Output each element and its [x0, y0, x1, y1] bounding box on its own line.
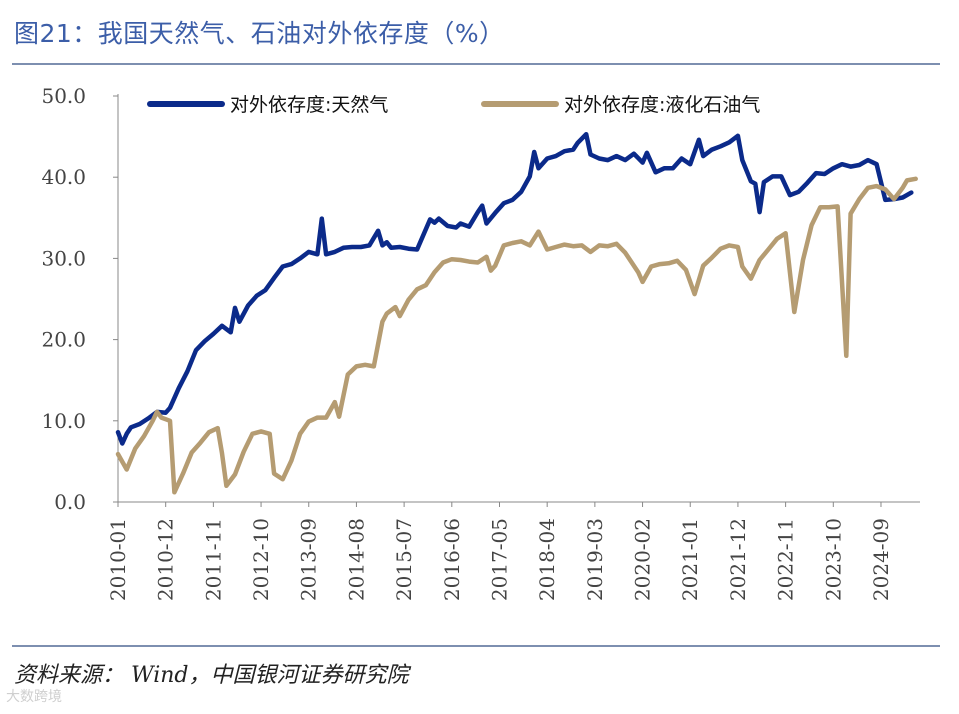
- series-line-gas: [115, 131, 914, 446]
- x-tick-label: 2013-09: [297, 518, 321, 601]
- source-note: 资料来源： Wind，中国银河证券研究院: [14, 663, 409, 688]
- series-line-lpg: [115, 176, 918, 495]
- y-tick-label: 0.0: [54, 490, 86, 514]
- x-tick-label: 2012-10: [249, 518, 273, 601]
- legend-label-gas: 对外依存度:天然气: [230, 94, 388, 116]
- x-tick-label: 2021-12: [726, 518, 750, 601]
- x-tick-label: 2010-12: [154, 518, 178, 601]
- chart-canvas: 0.0 10.0 20.0 30.0 40.0 50.0 2010-01 2010-12 201…: [41, 84, 920, 601]
- chart-title: 图21：我国天然气、石油对外依存度（%）: [14, 19, 505, 48]
- chart-axes: 0.0 10.0 20.0 30.0 40.0 50.0 2010-01 2010-12 201…: [41, 84, 920, 601]
- x-tick-label: 2020-02: [631, 518, 655, 601]
- x-tick-label: 2017-05: [487, 518, 511, 601]
- x-tick-label: 2019-03: [583, 518, 607, 601]
- bottom-divider: [12, 645, 940, 647]
- y-tick-label: 40.0: [41, 165, 86, 189]
- x-tick-label: 2023-10: [821, 518, 845, 601]
- x-tick-label: 2014-08: [344, 518, 368, 601]
- chart-legend: 对外依存度:天然气 对外依存度:液化石油气: [147, 94, 760, 116]
- y-tick-label: 10.0: [41, 409, 86, 433]
- x-tick-label: 2016-06: [440, 518, 464, 601]
- y-tick-label: 50.0: [41, 84, 86, 108]
- top-divider: [12, 63, 940, 65]
- y-tick-label: 30.0: [41, 246, 86, 270]
- x-tick-label: 2021-01: [678, 518, 702, 601]
- x-tick-label: 2024-09: [869, 518, 893, 601]
- legend-label-lpg: 对外依存度:液化石油气: [564, 94, 760, 116]
- y-tick-label: 20.0: [41, 328, 86, 352]
- x-tick-label: 2010-01: [106, 518, 130, 601]
- x-tick-label: 2018-04: [535, 518, 559, 601]
- x-tick-label: 2022-11: [774, 518, 798, 601]
- watermark-logo: 大数跨境: [6, 689, 62, 705]
- x-tick-label: 2011-11: [201, 518, 225, 601]
- x-tick-label: 2015-07: [392, 518, 416, 601]
- chart-lines: [115, 131, 918, 495]
